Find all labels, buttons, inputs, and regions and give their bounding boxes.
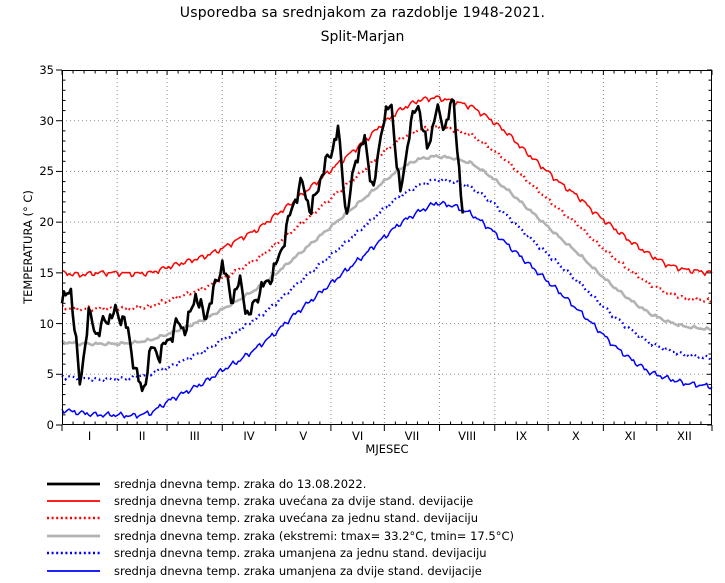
y-tick-label: 10	[39, 316, 54, 331]
x-tick-label: X	[571, 429, 580, 443]
legend-label: srednja dnevna temp. zraka umanjena za d…	[114, 563, 482, 578]
x-tick-label: XII	[677, 429, 692, 443]
legend-item: srednja dnevna temp. zraka uvećana za je…	[46, 510, 514, 527]
y-tick-label: 20	[39, 215, 54, 230]
plot-area	[56, 69, 713, 431]
y-tick-label: 15	[39, 265, 54, 280]
legend-label: srednja dnevna temp. zraka umanjena za j…	[114, 546, 487, 561]
legend-label: srednja dnevna temp. zraka uvećana za dv…	[114, 494, 474, 509]
x-tick-label: XI	[624, 429, 636, 443]
legend-sample-mean-minus-1sd	[47, 551, 100, 555]
series-mean	[61, 154, 713, 347]
x-tick-label: VIII	[458, 429, 477, 443]
series-mean-minus-1sd	[61, 177, 713, 384]
x-tick-label: IV	[243, 429, 255, 443]
series-mean-minus-2sd	[61, 200, 713, 419]
y-axis-label: TEMPERATURA (° C)	[21, 190, 35, 304]
legend: srednja dnevna temp. zraka do 13.08.2022…	[46, 475, 514, 579]
x-tick-label: II	[138, 429, 146, 443]
legend-item: srednja dnevna temp. zraka (ekstremi: tm…	[46, 527, 514, 544]
legend-label: srednja dnevna temp. zraka uvećana za je…	[114, 511, 478, 526]
y-tick-label: 35	[39, 63, 54, 77]
x-tick-label: V	[299, 429, 308, 443]
y-tick-label: 0	[46, 418, 54, 432]
series-current-2022	[60, 98, 464, 393]
chart-subtitle: Split-Marjan	[320, 29, 405, 45]
y-tick-label: 30	[39, 113, 54, 128]
x-axis-label: MJESEC	[365, 442, 409, 456]
chart-title: Usporedba sa srednjakom za razdoblje 194…	[179, 5, 546, 21]
x-tick-label: VII	[404, 429, 420, 443]
y-tick-label: 25	[39, 164, 54, 179]
legend-sample-mean-plus-2sd	[47, 500, 100, 502]
legend-label: srednja dnevna temp. zraka do 13.08.2022…	[114, 476, 367, 491]
legend-item: srednja dnevna temp. zraka umanjena za j…	[46, 545, 514, 562]
series-mean-plus-1sd	[61, 123, 713, 313]
legend-item: srednja dnevna temp. zraka do 13.08.2022…	[46, 475, 514, 492]
legend-sample-mean	[47, 534, 100, 538]
series-mean-plus-2sd	[61, 95, 713, 278]
legend-item: srednja dnevna temp. zraka umanjena za d…	[46, 562, 514, 579]
x-tick-label: I	[87, 429, 92, 443]
legend-sample-current-2022	[47, 482, 100, 486]
plot-border	[62, 70, 712, 425]
x-tick-label: IX	[515, 429, 528, 443]
y-tick-label: 5	[46, 367, 54, 382]
legend-label: srednja dnevna temp. zraka (ekstremi: tm…	[114, 528, 514, 543]
legend-sample-mean-plus-1sd	[47, 517, 100, 520]
x-tick-label: III	[189, 429, 200, 443]
x-tick-label: VI	[351, 429, 364, 443]
legend-item: srednja dnevna temp. zraka uvećana za dv…	[46, 492, 514, 509]
legend-sample-mean-minus-2sd	[47, 569, 100, 572]
